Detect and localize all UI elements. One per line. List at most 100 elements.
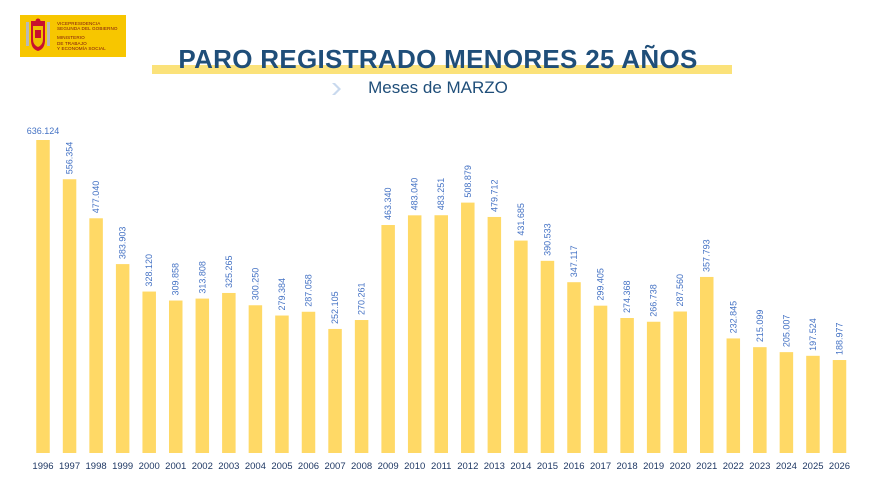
bar-2004 (248, 305, 263, 453)
bar-2007 (328, 328, 342, 453)
x-tick-label: 2002 (192, 461, 213, 472)
bar-2011 (434, 215, 448, 453)
bar-2014 (514, 240, 528, 453)
x-tick-label: 2010 (404, 461, 425, 472)
data-label-2019: 266.738 (649, 284, 659, 317)
x-tick-label: 2003 (218, 461, 239, 472)
bar-2019 (646, 321, 661, 453)
bar-1997 (62, 179, 77, 453)
x-tick-label: 2005 (271, 461, 292, 472)
bar-2015 (540, 260, 555, 453)
x-tick-label: 2015 (537, 461, 558, 472)
data-label-1996: 636.124 (27, 126, 60, 136)
x-tick-label: 2019 (643, 461, 664, 472)
x-tick-label: 2000 (139, 461, 160, 472)
bar-2017 (593, 305, 608, 453)
logo-line: y Economía Social (57, 45, 106, 51)
bar-2001 (169, 300, 183, 453)
bar-2012 (461, 202, 475, 453)
x-tick-label: 2022 (723, 461, 744, 472)
data-label-2003: 325.265 (224, 255, 234, 288)
data-label-2021: 357.793 (702, 239, 712, 272)
data-label-2023: 215.099 (755, 310, 765, 343)
bar-2016 (567, 282, 581, 453)
bar-2002 (195, 298, 210, 453)
x-tick-label: 2023 (749, 461, 770, 472)
bar-2003 (222, 292, 236, 453)
data-label-2024: 205.007 (781, 315, 791, 348)
bar-2000 (142, 291, 156, 453)
data-label-2022: 232.845 (728, 301, 738, 334)
x-tick-label: 2007 (324, 461, 345, 472)
bar-1996 (36, 140, 50, 453)
bar-2022 (726, 338, 741, 453)
x-tick-label: 2018 (617, 461, 638, 472)
data-label-2002: 313.808 (197, 261, 207, 294)
bar-2013 (487, 216, 502, 453)
data-label-2014: 431.685 (516, 203, 526, 236)
data-label-1997: 556.354 (65, 142, 75, 175)
data-label-2013: 479.712 (489, 179, 499, 212)
x-tick-label: 1996 (32, 461, 53, 472)
data-label-2008: 270.261 (357, 282, 367, 315)
x-tick-label: 2026 (829, 461, 850, 472)
data-label-2006: 287.058 (304, 274, 314, 307)
data-label-1998: 477.040 (91, 181, 101, 214)
bar-2025 (806, 355, 820, 453)
bar-2009 (381, 225, 395, 453)
bar-1998 (89, 218, 103, 453)
bar-2024 (779, 352, 794, 453)
data-label-2016: 347.117 (569, 245, 579, 277)
data-label-2007: 252.105 (330, 291, 340, 324)
bar-2026 (832, 360, 847, 453)
bar-2008 (354, 320, 369, 453)
x-tick-label: 2001 (165, 461, 186, 472)
title-highlight-band (152, 65, 732, 74)
x-tick-label: 1999 (112, 461, 133, 472)
bar-2020 (673, 311, 687, 453)
logo-text: Vicepresidencia Segunda del Gobierno Min… (57, 21, 118, 51)
data-label-2015: 390.533 (542, 223, 552, 256)
bar-1999 (115, 264, 130, 453)
data-label-2000: 328.120 (144, 254, 154, 287)
data-label-2012: 508.879 (463, 165, 473, 198)
x-tick-label: 2016 (563, 461, 584, 472)
x-tick-label: 2006 (298, 461, 319, 472)
x-tick-label: 2013 (484, 461, 505, 472)
data-label-2020: 287.560 (675, 274, 685, 307)
bar-2018 (620, 318, 634, 453)
x-tick-label: 1998 (86, 461, 107, 472)
x-tick-label: 2014 (510, 461, 531, 472)
data-label-2026: 188.977 (835, 322, 845, 355)
data-label-2005: 279.384 (277, 278, 287, 311)
x-tick-label: 2004 (245, 461, 266, 472)
coat-of-arms-icon (26, 18, 50, 51)
x-tick-label: 2011 (431, 461, 451, 472)
data-label-2011: 483.251 (436, 178, 446, 211)
chart-subtitle: Meses de MARZO (368, 78, 508, 97)
bar-2005 (275, 315, 289, 453)
data-label-2009: 463.340 (383, 187, 393, 220)
data-label-2025: 197.524 (808, 318, 818, 351)
page-title: PARO REGISTRADO MENORES 25 AÑOS (178, 44, 698, 74)
data-label-1999: 383.903 (118, 227, 128, 260)
bar-2021 (700, 276, 714, 453)
x-tick-label: 2021 (696, 461, 717, 472)
logo-line: Vicepresidencia (57, 20, 101, 26)
bar-2010 (407, 215, 422, 453)
x-tick-label: 2024 (776, 461, 797, 472)
x-tick-label: 2017 (590, 461, 611, 472)
data-label-2010: 483.040 (410, 178, 420, 211)
x-tick-label: 2009 (378, 461, 399, 472)
data-label-2017: 299.405 (596, 268, 606, 301)
chevron-right-icon (332, 83, 341, 95)
data-label-2004: 300.250 (250, 268, 260, 301)
x-tick-label: 2012 (457, 461, 478, 472)
data-label-2018: 274.368 (622, 280, 632, 313)
x-tick-label: 2008 (351, 461, 372, 472)
logo-line: Ministerio (57, 35, 85, 41)
logo-line: Segunda del Gobierno (57, 26, 118, 32)
government-logo: Vicepresidencia Segunda del Gobierno Min… (20, 15, 126, 57)
x-tick-label: 2020 (670, 461, 691, 472)
